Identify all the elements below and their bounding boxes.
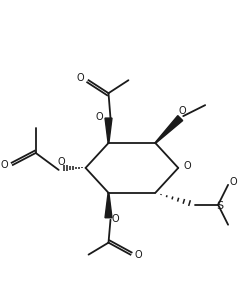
Text: O: O (0, 160, 8, 170)
Polygon shape (104, 118, 112, 143)
Text: O: O (178, 106, 185, 116)
Text: O: O (76, 73, 84, 83)
Text: O: O (58, 157, 65, 167)
Text: O: O (111, 214, 119, 224)
Text: O: O (95, 112, 103, 122)
Text: S: S (216, 201, 223, 211)
Text: O: O (182, 161, 190, 171)
Text: O: O (228, 177, 236, 187)
Polygon shape (154, 115, 182, 143)
Text: O: O (134, 250, 142, 259)
Polygon shape (104, 193, 112, 218)
